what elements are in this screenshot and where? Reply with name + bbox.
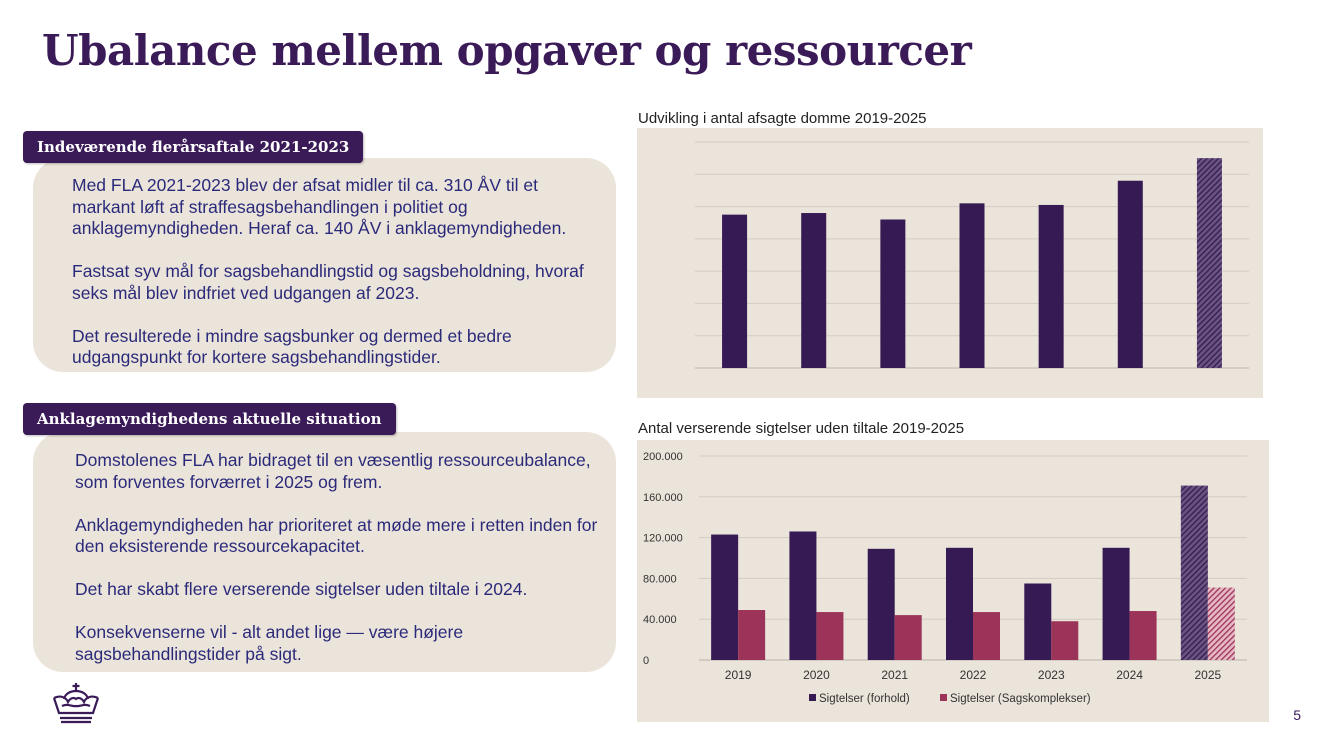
x-tick-label: 2019	[725, 668, 752, 682]
y-tick-label: 200.000	[643, 451, 683, 463]
bar-2021-series-2	[894, 615, 922, 660]
x-tick-label: 2023	[1038, 668, 1065, 682]
bar-2022-series-1	[946, 547, 973, 660]
bar-2022-series-2	[973, 612, 1000, 660]
x-tick-label: 2024	[1116, 668, 1143, 682]
page-number: 5	[1293, 707, 1301, 723]
bar-2019-series-1	[711, 534, 739, 660]
y-tick-label: 160.000	[643, 492, 683, 504]
bar-2019-series-2	[738, 610, 766, 660]
x-tick-label: 2021	[881, 668, 908, 682]
bar-2021	[880, 219, 906, 368]
y-tick-label: 40.000	[643, 614, 677, 626]
page-title: Ubalance mellem opgaver og ressourcer	[42, 26, 972, 75]
x-tick-label: 2022	[960, 668, 987, 682]
y-tick-label: 120.000	[643, 533, 683, 545]
bar-2022	[959, 203, 985, 368]
bar-2021-series-1	[867, 548, 895, 660]
bar-2019	[722, 214, 748, 368]
bar-2025	[1196, 158, 1222, 368]
bar-2020-series-2	[816, 612, 844, 660]
current-agreement-label: Indeværende flerårsaftale 2021-2023	[23, 131, 364, 163]
bar-2025-series-1	[1180, 485, 1208, 660]
bar-2020	[801, 213, 827, 368]
bar-2024	[1117, 180, 1143, 368]
y-tick-label: 0	[643, 655, 649, 667]
bar-2025-series-2	[1207, 587, 1235, 660]
verdicts-bar-chart	[695, 141, 1249, 369]
chart1-title: Udvikling i antal afsagte domme 2019-202…	[638, 110, 927, 127]
info-panel-current-situation	[33, 432, 616, 672]
bar-2023-series-1	[1024, 583, 1052, 660]
legend-label: Sigtelser (forhold)	[819, 693, 910, 705]
current-situation-text: Domstolenes FLA har bidraget til en væse…	[75, 450, 598, 664]
x-tick-label: 2020	[803, 668, 830, 682]
current-situation-label: Anklagemyndighedens aktuelle situation	[23, 403, 396, 435]
charges-bar-chart: 0 40.000 80.000 120.000 160.000 200.000 2019 20…	[643, 451, 1247, 705]
bar-2023-series-2	[1051, 621, 1079, 660]
info-panel-current-agreement	[33, 158, 616, 372]
bar-2024-series-1	[1102, 547, 1130, 660]
current-agreement-text: Med FLA 2021-2023 blev der afsat midler …	[72, 175, 584, 367]
legend-swatch	[940, 694, 947, 701]
crown-icon	[50, 682, 102, 726]
legend-label: Sigtelser (Sagskomplekser)	[950, 693, 1091, 705]
bar-2020-series-1	[789, 531, 817, 660]
chart1-panel	[637, 128, 1263, 398]
x-tick-label: 2025	[1195, 668, 1222, 682]
bar-2024-series-2	[1129, 611, 1157, 660]
y-tick-label: 80.000	[643, 573, 677, 585]
legend-swatch	[809, 694, 816, 701]
chart2-title: Antal verserende sigtelser uden tiltale …	[638, 420, 965, 437]
bar-2023	[1038, 204, 1064, 368]
chart2-panel: 0 40.000 80.000 120.000 160.000 200.000 2019 20…	[637, 440, 1269, 722]
